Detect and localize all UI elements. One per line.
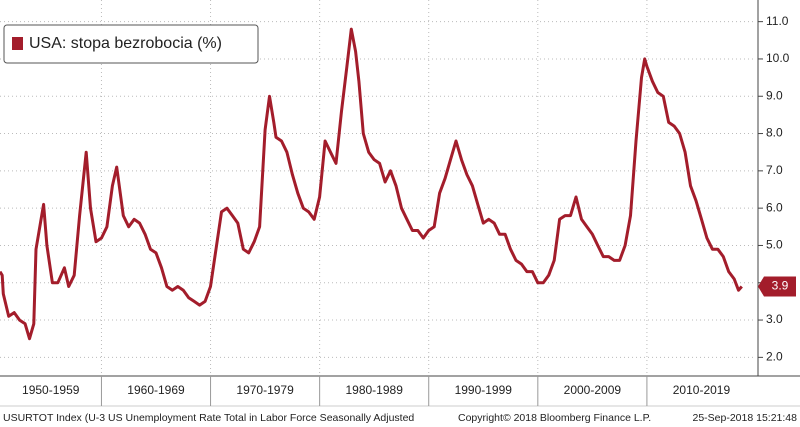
y-tick-label: 9.0 xyxy=(766,88,783,102)
footer-source: USURTOT Index (U-3 US Unemployment Rate … xyxy=(3,412,414,424)
last-value-label: 3.9 xyxy=(772,279,789,293)
y-tick-label: 2.0 xyxy=(766,350,783,364)
x-tick-label: 1960-1969 xyxy=(127,383,185,397)
x-tick-label: 1950-1959 xyxy=(22,383,80,397)
x-tick-label: 1970-1979 xyxy=(236,383,294,397)
legend-swatch xyxy=(12,37,23,50)
legend-label: USA: stopa bezrobocia (%) xyxy=(29,35,222,52)
x-tick-label: 1990-1999 xyxy=(455,383,513,397)
footer-timestamp: 25-Sep-2018 15:21:48 xyxy=(692,412,797,424)
y-tick-label: 7.0 xyxy=(766,163,783,177)
y-tick-label: 5.0 xyxy=(766,238,783,252)
x-tick-label: 2010-2019 xyxy=(673,383,731,397)
y-tick-label: 11.0 xyxy=(766,14,789,28)
y-tick-label: 3.0 xyxy=(766,312,783,326)
footer-copyright: Copyright© 2018 Bloomberg Finance L.P. xyxy=(458,412,651,424)
y-tick-label: 6.0 xyxy=(766,200,783,214)
x-tick-label: 1980-1989 xyxy=(345,383,403,397)
y-tick-label: 8.0 xyxy=(766,126,783,140)
last-value-box xyxy=(758,276,796,297)
x-tick-label: 2000-2009 xyxy=(564,383,622,397)
series-line xyxy=(0,27,743,341)
y-tick-label: 10.0 xyxy=(766,51,790,65)
legend: USA: stopa bezrobocia (%) xyxy=(3,24,259,64)
legend-box xyxy=(3,24,259,64)
